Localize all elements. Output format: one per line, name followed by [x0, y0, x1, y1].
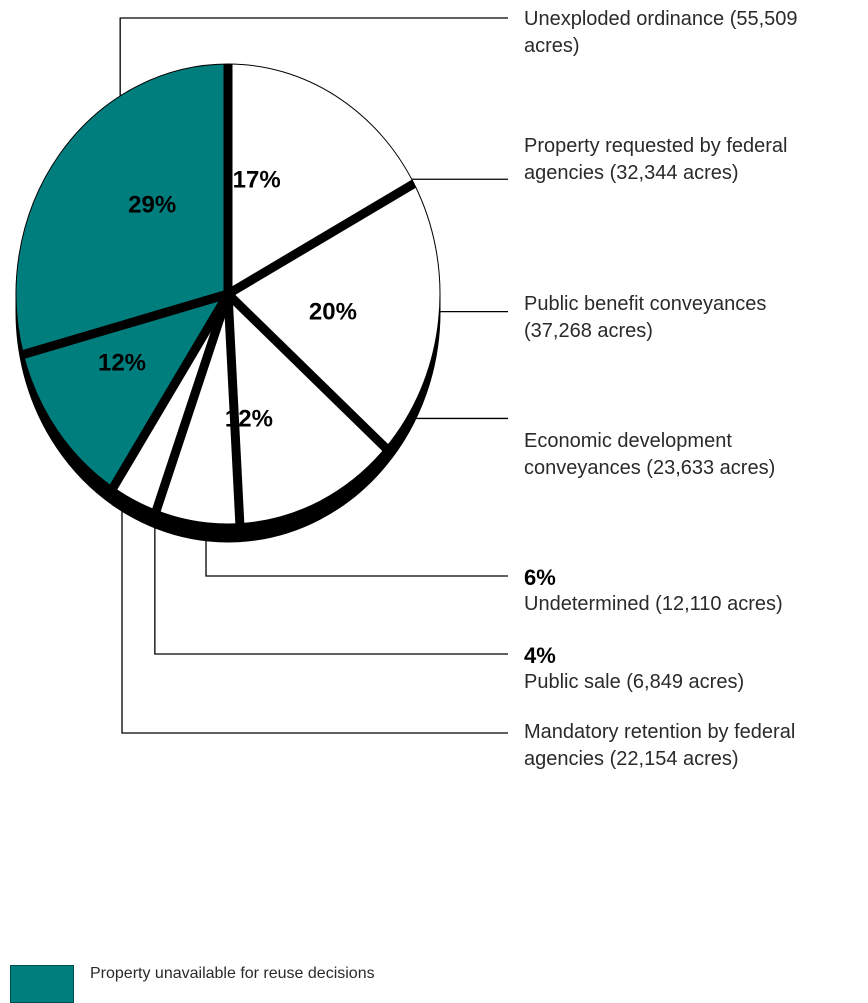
label-undetermined: 6% Undetermined (12,110 acres)	[524, 565, 783, 615]
public-sale-percent: 4%	[524, 643, 556, 668]
slice-separator	[225, 179, 417, 298]
pie-percent-unexploded-ordinance: 29%	[128, 192, 176, 219]
slice-separator	[152, 292, 233, 512]
pie-percent-public-benefit-conveyances: 20%	[309, 299, 357, 326]
label-public-sale: 4% Public sale (6,849 acres)	[524, 643, 745, 693]
label-property-requested: Property requested by federal agencies (3…	[524, 135, 788, 184]
pie-slice-public-benefit-conveyances	[227, 182, 441, 449]
legend-swatch-unavailable	[10, 965, 74, 1003]
pie-percent-property-requested-by-federal-agencies: 17%	[233, 166, 281, 193]
legend-label: Property unavailable for reuse decisions	[90, 965, 375, 982]
percent-labels: 17% 20% 12% 12% 29%	[98, 166, 357, 432]
pie-slice-economic-development-conveyances	[227, 292, 387, 525]
pie-slice-unexploded-ordinance	[15, 63, 229, 356]
slice-separator	[22, 289, 230, 359]
pie-slices	[15, 63, 441, 543]
pie-percent-mandatory-retention-by-federal-agencies: 12%	[98, 349, 146, 376]
label-unexploded-ordinance: Unexploded ordinance (55,509 acres)	[524, 8, 798, 57]
undetermined-percent: 6%	[524, 565, 556, 590]
slice-separator	[109, 291, 232, 490]
slice-separator	[224, 290, 389, 452]
label-public-benefit: Public benefit conveyances (37,268 acres)	[524, 293, 767, 342]
label-mandatory-retention: Mandatory retention by federal agencies (…	[524, 721, 796, 770]
slice-separator	[223, 293, 245, 524]
pie-percent-economic-development-conveyances: 12%	[225, 405, 273, 432]
label-economic-development: Economic development conveyances (23,633 …	[524, 430, 776, 479]
pie-slice-property-requested-by-federal-agencies	[227, 63, 415, 295]
